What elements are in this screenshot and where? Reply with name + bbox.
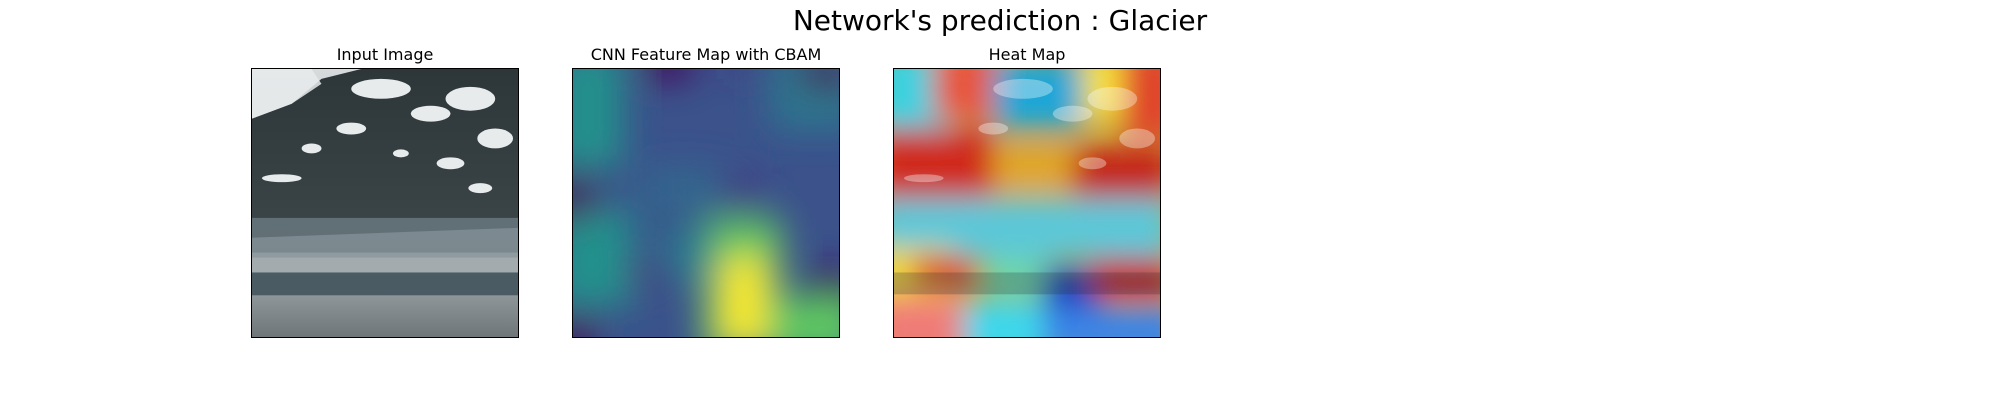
feature-map-panel	[572, 68, 840, 338]
figure-title: Network's prediction : Glacier	[792, 4, 1208, 37]
glacier-photo	[252, 69, 518, 337]
panel-title-input-image: Input Image	[336, 45, 434, 64]
panel-title-heat-map: Heat Map	[988, 45, 1066, 64]
input-image-panel	[251, 68, 519, 338]
jet-heatmap-overlay	[894, 69, 1160, 337]
heat-map-panel	[893, 68, 1161, 338]
viridis-feature-map	[573, 69, 839, 337]
panel-title-feature-map: CNN Feature Map with CBAM	[590, 45, 822, 64]
